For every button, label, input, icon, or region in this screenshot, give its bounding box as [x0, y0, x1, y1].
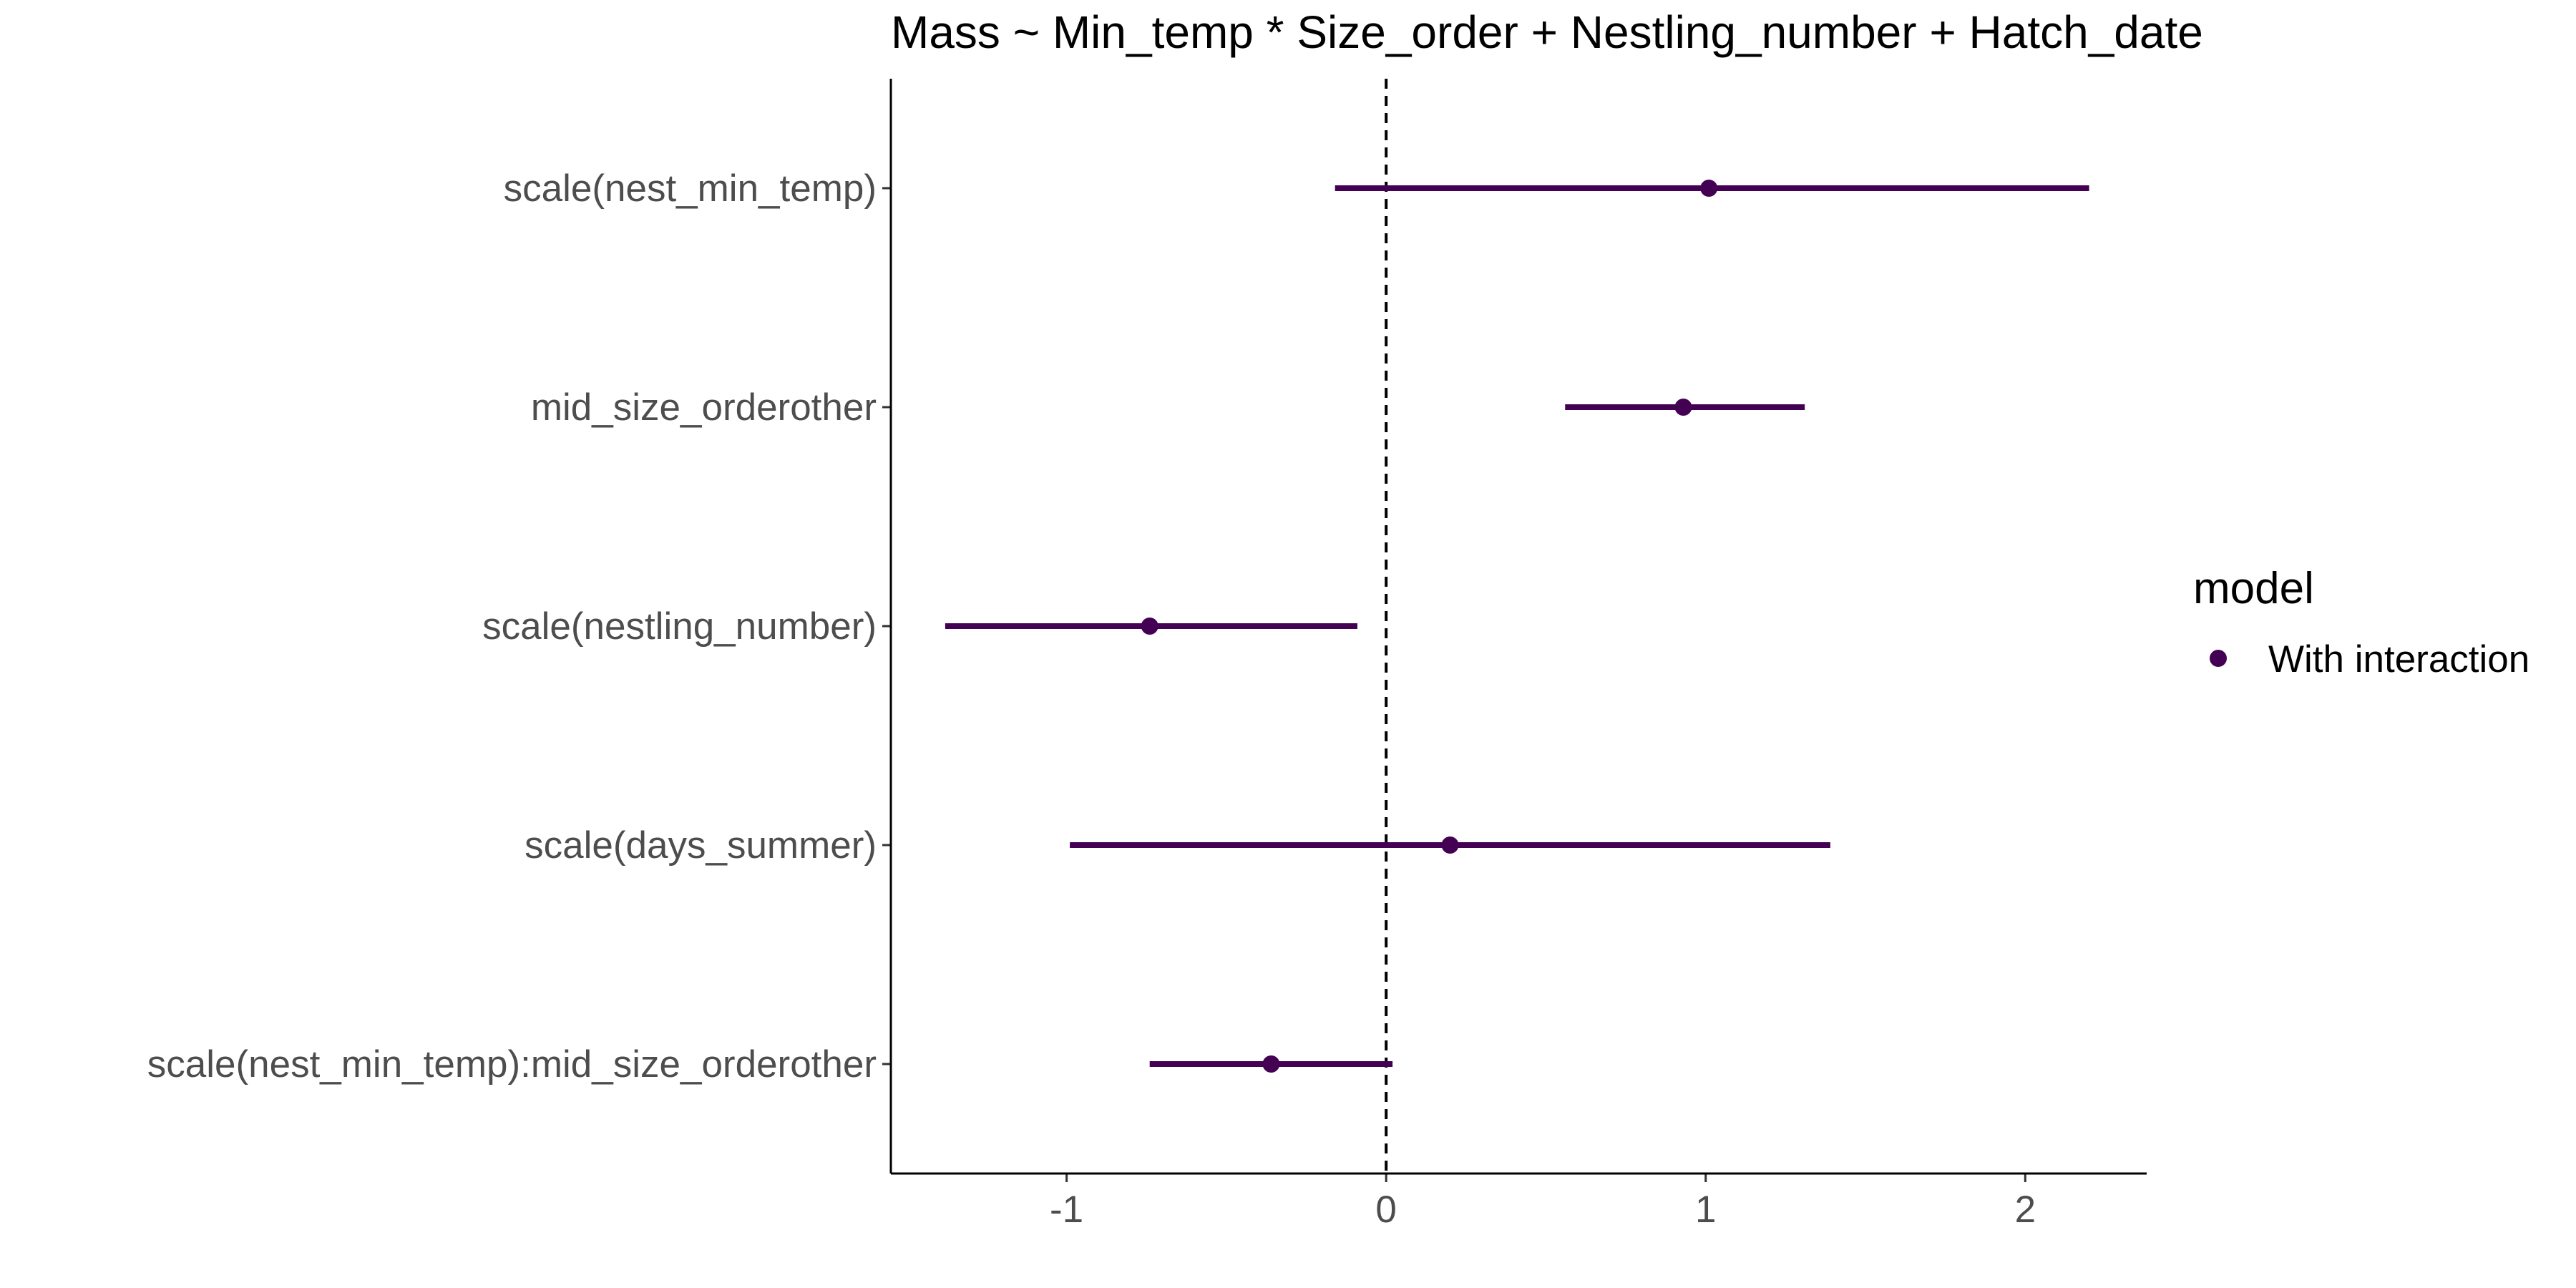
point-estimate [1700, 180, 1718, 197]
point-estimate [1674, 399, 1692, 416]
point-estimate [1262, 1055, 1280, 1073]
y-tick-label: scale(days_summer) [525, 824, 877, 867]
legend-label: With interaction [2268, 638, 2529, 680]
y-tick-label: mid_size_orderother [531, 386, 877, 429]
x-tick-label: 2 [2015, 1189, 2036, 1231]
y-tick-label: scale(nest_min_temp):mid_size_orderother [147, 1043, 877, 1085]
legend-key [2210, 650, 2227, 667]
chart-title: Mass ~ Min_temp * Size_order + Nestling_… [891, 6, 2203, 58]
x-tick-label: 1 [1695, 1189, 1716, 1231]
y-tick-label: scale(nestling_number) [482, 605, 877, 648]
x-axis-ticks: -1 0 1 2 [1050, 1174, 2036, 1231]
point-estimate [1141, 618, 1158, 635]
point-estimate [1441, 836, 1459, 854]
y-tick-label: scale(nest_min_temp) [504, 167, 877, 210]
point-layer [1141, 180, 1718, 1073]
x-tick-label: 0 [1375, 1189, 1396, 1231]
legend: model With interaction [2193, 564, 2529, 680]
x-tick-label: -1 [1050, 1189, 1083, 1231]
legend-title: model [2193, 564, 2314, 613]
y-axis-ticks: scale(nest_min_temp) mid_size_orderothers… [147, 167, 891, 1085]
legend-entries: With interaction [2210, 638, 2529, 680]
interval-layer [945, 185, 2089, 1067]
